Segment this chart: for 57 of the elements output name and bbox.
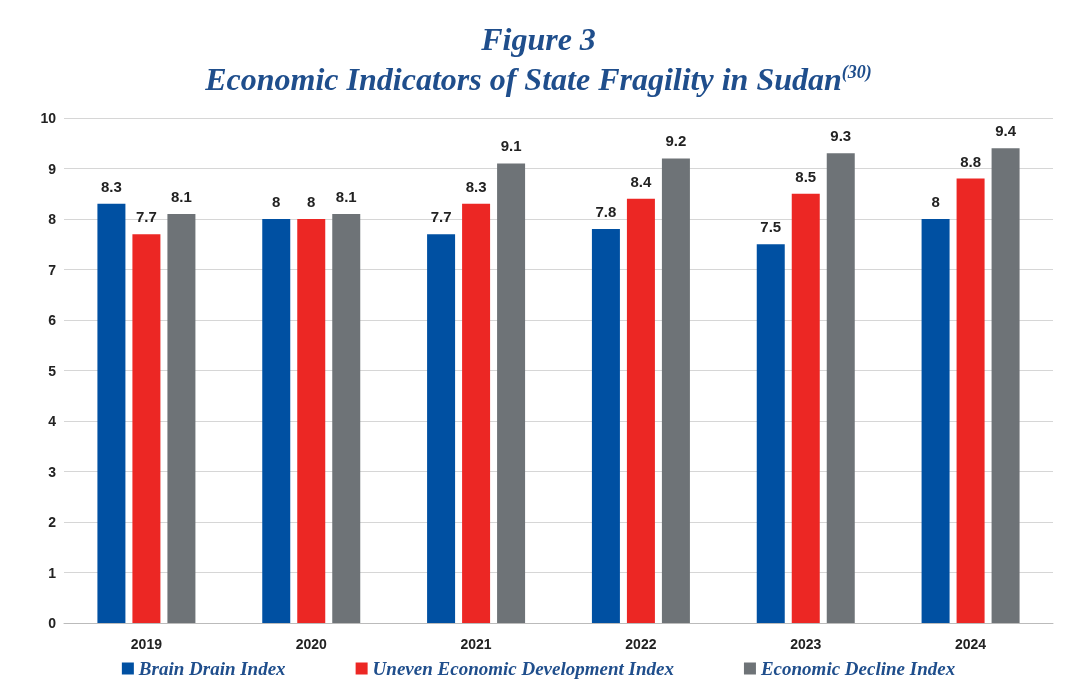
data-label: 8.1 xyxy=(170,187,192,205)
x-tick-label: 2019 xyxy=(130,636,163,652)
bar xyxy=(921,219,950,623)
data-label: 8.3 xyxy=(100,177,122,195)
data-label: 7.8 xyxy=(595,203,617,221)
data-label: 8.5 xyxy=(795,167,817,185)
y-tick-label: 1 xyxy=(48,564,57,581)
x-tick-label: 2022 xyxy=(625,636,657,652)
bar xyxy=(956,178,985,623)
data-label: 8.3 xyxy=(465,177,487,195)
data-label: 8 xyxy=(272,193,281,210)
data-label: 8 xyxy=(931,193,940,210)
y-tick-label: 7 xyxy=(48,261,57,278)
bar xyxy=(97,203,126,623)
legend-label: Brain Drain Index xyxy=(137,658,287,679)
y-tick-label: 0 xyxy=(48,615,57,631)
y-tick-label: 8 xyxy=(48,211,57,227)
y-tick-label: 2 xyxy=(48,514,57,530)
bar xyxy=(626,198,655,623)
data-label: 9.1 xyxy=(500,137,522,155)
legend-label: Economic Decline Index xyxy=(759,658,956,679)
y-tick-label: 6 xyxy=(48,312,57,328)
data-label: 8.8 xyxy=(960,152,982,170)
bar xyxy=(661,158,690,623)
data-label: 9.2 xyxy=(665,132,687,150)
data-label: 8.4 xyxy=(630,172,652,190)
bar xyxy=(427,234,456,623)
y-tick-label: 3 xyxy=(48,463,57,480)
x-tick-label: 2023 xyxy=(790,636,822,652)
chart-title: Figure 3 xyxy=(480,21,596,57)
x-tick-label: 2021 xyxy=(460,636,492,652)
y-tick-label: 5 xyxy=(48,362,57,379)
bar xyxy=(756,244,785,623)
data-label: 7.5 xyxy=(760,218,782,236)
data-label: 9.4 xyxy=(995,122,1017,140)
bar xyxy=(297,219,326,623)
data-label: 9.3 xyxy=(830,127,852,145)
y-tick-label: 10 xyxy=(40,110,57,126)
bar xyxy=(167,213,196,623)
y-tick-label: 9 xyxy=(48,160,57,177)
x-tick-label: 2024 xyxy=(955,636,987,652)
data-label: 8.1 xyxy=(335,187,357,205)
bar xyxy=(826,153,855,623)
bar xyxy=(332,213,361,623)
data-label: 8 xyxy=(307,193,316,210)
y-tick-label: 4 xyxy=(48,413,57,429)
bar xyxy=(791,193,820,623)
legend-label: Uneven Economic Development Index xyxy=(372,658,675,679)
bar xyxy=(132,234,161,623)
data-label: 7.7 xyxy=(135,208,157,226)
x-tick-label: 2020 xyxy=(295,636,328,652)
bar xyxy=(262,219,291,623)
bar xyxy=(591,229,620,623)
bar xyxy=(991,148,1020,623)
data-label: 7.7 xyxy=(430,208,452,226)
bar xyxy=(462,203,491,623)
bar xyxy=(497,163,526,623)
